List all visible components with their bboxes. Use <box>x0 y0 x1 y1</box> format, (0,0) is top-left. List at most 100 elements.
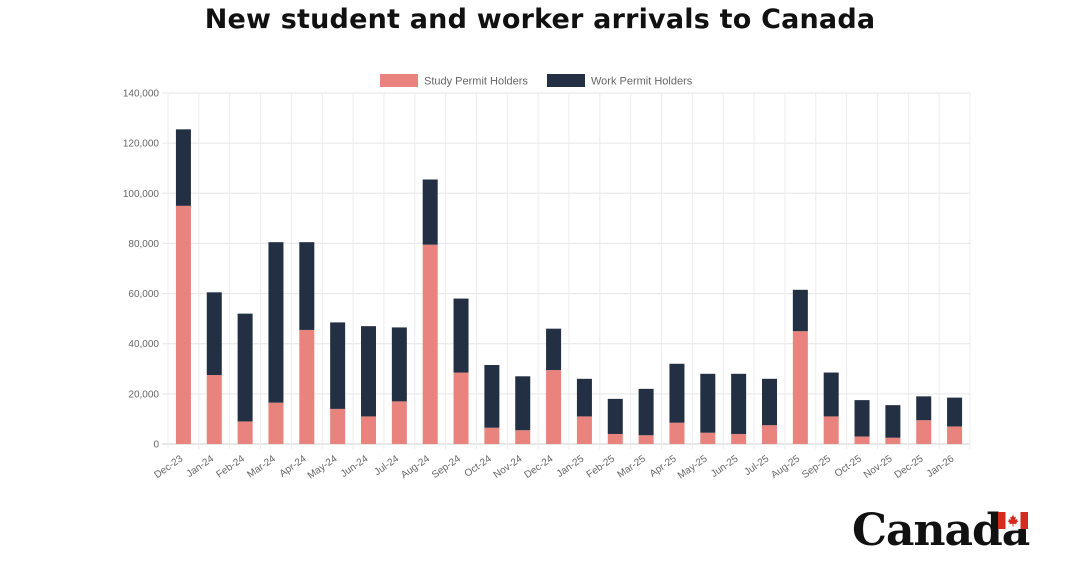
x-tick-label: Apr-25 <box>648 453 679 479</box>
work-permit-bar[interactable] <box>515 376 531 431</box>
x-tick-label: Feb-25 <box>585 453 618 480</box>
study-permit-bar[interactable] <box>700 432 716 444</box>
work-permit-bar[interactable] <box>453 298 469 373</box>
work-permit-bar[interactable] <box>916 396 932 421</box>
study-permit-bar[interactable] <box>854 436 870 444</box>
study-permit-bar[interactable] <box>947 426 963 444</box>
work-permit-bar[interactable] <box>422 179 438 245</box>
study-permit-bar[interactable] <box>762 425 777 444</box>
x-tick-label: Dec-23 <box>152 453 185 481</box>
y-tick-label: 120,000 <box>123 139 160 150</box>
study-permit-bar[interactable] <box>546 370 562 444</box>
work-permit-bar[interactable] <box>237 313 253 422</box>
study-permit-bar[interactable] <box>175 205 191 444</box>
legend-swatch <box>380 74 418 87</box>
y-tick-label: 40,000 <box>128 339 159 350</box>
study-permit-bar[interactable] <box>206 375 222 444</box>
study-permit-bar[interactable] <box>268 402 284 444</box>
y-tick-label: 140,000 <box>123 89 160 100</box>
work-permit-bar[interactable] <box>762 378 777 426</box>
x-tick-label: Aug-24 <box>399 453 432 481</box>
legend-item-study[interactable]: Study Permit Holders <box>380 74 528 88</box>
x-tick-label: May-24 <box>306 453 340 481</box>
study-permit-bar[interactable] <box>484 427 500 444</box>
x-tick-label: Oct-25 <box>833 453 864 479</box>
x-tick-label: Aug-25 <box>769 453 802 481</box>
study-permit-bar[interactable] <box>607 433 623 444</box>
study-permit-bar[interactable] <box>731 433 747 444</box>
x-tick-label: Dec-25 <box>893 453 926 481</box>
x-tick-label: Jul-25 <box>743 453 772 478</box>
work-permit-bar[interactable] <box>731 373 747 434</box>
x-tick-label: Jun-24 <box>339 453 371 480</box>
y-tick-label: 60,000 <box>128 289 159 300</box>
study-permit-bar[interactable] <box>422 244 438 444</box>
study-permit-bar[interactable] <box>361 416 376 444</box>
work-permit-bar[interactable] <box>361 326 376 417</box>
study-permit-bar[interactable] <box>916 420 932 444</box>
y-tick-label: 20,000 <box>128 389 159 400</box>
canada-flag-icon <box>998 512 1028 529</box>
study-permit-bar[interactable] <box>299 329 315 444</box>
chart-title: New student and worker arrivals to Canad… <box>204 4 876 35</box>
x-tick-label: Nov-25 <box>862 453 895 481</box>
work-permit-bar[interactable] <box>885 405 901 438</box>
grid-lines <box>162 92 971 449</box>
work-permit-bar[interactable] <box>669 363 685 423</box>
x-tick-label: May-25 <box>676 453 710 481</box>
work-permit-bar[interactable] <box>638 388 654 436</box>
work-permit-bar[interactable] <box>299 242 315 330</box>
study-permit-bar[interactable] <box>576 416 592 444</box>
work-permit-bar[interactable] <box>700 373 716 433</box>
canada-wordmark-logo: Canada <box>852 505 1030 556</box>
study-permit-bar[interactable] <box>885 437 901 444</box>
work-permit-bar[interactable] <box>947 397 963 427</box>
x-tick-label: Nov-24 <box>492 453 525 481</box>
x-tick-label: Mar-24 <box>245 453 278 480</box>
work-permit-bar[interactable] <box>607 398 623 434</box>
x-tick-label: Apr-24 <box>278 453 309 479</box>
work-permit-bar[interactable] <box>854 400 870 437</box>
study-permit-bar[interactable] <box>330 408 346 444</box>
legend-label: Work Permit Holders <box>591 76 693 88</box>
x-tick-label: Jan-24 <box>185 453 217 480</box>
legend-item-work[interactable]: Work Permit Holders <box>547 74 693 88</box>
legend-label: Study Permit Holders <box>424 76 528 88</box>
bars <box>175 129 963 444</box>
work-permit-bar[interactable] <box>576 378 592 417</box>
x-tick-label: Jul-24 <box>372 453 401 478</box>
study-permit-bar[interactable] <box>669 422 685 444</box>
work-permit-bar[interactable] <box>330 322 346 409</box>
study-permit-bar[interactable] <box>792 331 808 444</box>
x-tick-label: Jan-25 <box>555 453 587 480</box>
work-permit-bar[interactable] <box>546 328 562 371</box>
legend-swatch <box>547 74 585 87</box>
y-tick-label: 0 <box>153 440 159 451</box>
work-permit-bar[interactable] <box>792 289 808 332</box>
work-permit-bar[interactable] <box>268 242 284 403</box>
study-permit-bar[interactable] <box>823 416 839 444</box>
work-permit-bar[interactable] <box>206 292 222 376</box>
study-permit-bar[interactable] <box>638 435 654 444</box>
x-tick-label: Jun-25 <box>709 453 741 480</box>
y-tick-label: 100,000 <box>123 189 160 200</box>
x-tick-label: Feb-24 <box>215 453 248 480</box>
study-permit-bar[interactable] <box>515 430 531 444</box>
x-tick-label: Sep-25 <box>800 453 833 481</box>
x-tick-label: Dec-24 <box>523 453 556 481</box>
x-tick-label: Jan-26 <box>925 453 957 480</box>
y-tick-label: 80,000 <box>128 239 159 250</box>
x-tick-label: Oct-24 <box>463 453 494 479</box>
study-permit-bar[interactable] <box>237 421 253 444</box>
work-permit-bar[interactable] <box>175 129 191 206</box>
x-tick-label: Sep-24 <box>430 453 463 481</box>
work-permit-bar[interactable] <box>484 365 500 428</box>
study-permit-bar[interactable] <box>453 372 469 444</box>
work-permit-bar[interactable] <box>391 327 407 402</box>
y-axis: 0 20,000 40,000 60,000 80,000 100,000 120,000 1… <box>123 89 160 451</box>
study-permit-bar[interactable] <box>391 401 407 444</box>
work-permit-bar[interactable] <box>823 372 839 417</box>
legend[interactable]: Study Permit Holders Work Permit Holders <box>380 74 693 88</box>
